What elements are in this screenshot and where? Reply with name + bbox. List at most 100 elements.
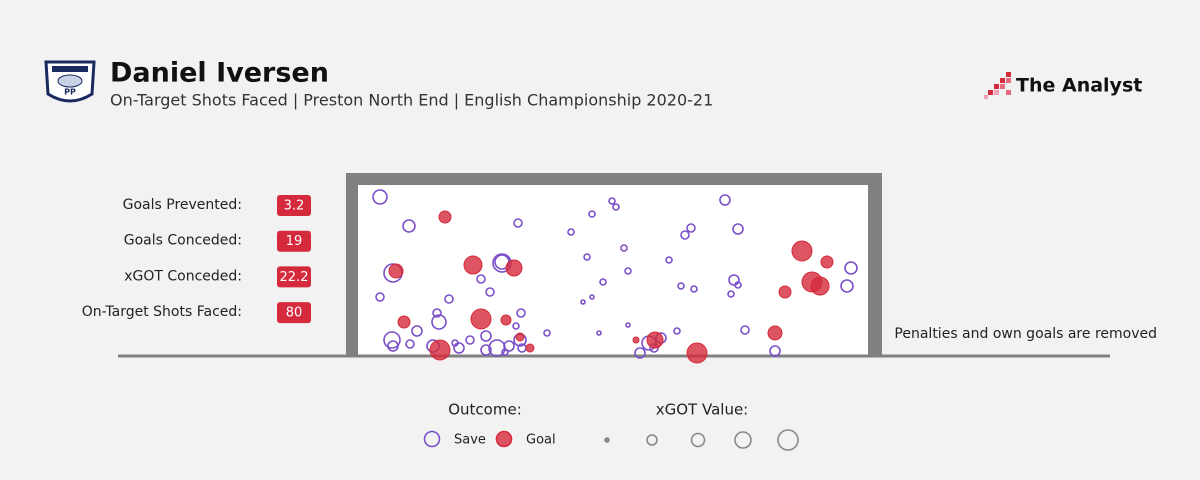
save-shot: [405, 339, 415, 349]
save-shot: [686, 223, 696, 233]
legend-title: Outcome:: [448, 401, 522, 419]
legend: Save Goal: [423, 429, 799, 451]
save-shot: [596, 330, 602, 336]
save-shot: [680, 230, 690, 240]
legend-marker: [423, 430, 441, 448]
title: Daniel Iversen: [110, 58, 329, 89]
goal-shot: [686, 342, 708, 364]
save-shot: [624, 267, 632, 275]
save-shot: [465, 335, 475, 345]
goal-shot: [429, 339, 451, 361]
stats-panel: Goals Prevented: 3.2 Goals Conceded: 19 xGOT…: [82, 195, 311, 324]
save-shot: [588, 210, 596, 218]
brand-logo: [984, 72, 1011, 99]
save-shot: [501, 348, 509, 356]
save-shot: [516, 308, 526, 318]
save-shot: [732, 223, 744, 235]
save-shot: [625, 322, 631, 328]
save-shot: [599, 278, 607, 286]
goal-shot: [515, 332, 525, 342]
save-shot: [480, 330, 492, 342]
save-shot: [844, 261, 858, 275]
stat-box: [277, 302, 311, 324]
save-shot: [634, 347, 646, 359]
shots: [372, 189, 858, 364]
save-shot: [567, 228, 575, 236]
club-badge: PP: [44, 60, 96, 103]
goal-shot: [778, 285, 792, 299]
save-shot: [476, 274, 486, 284]
legend-marker: [495, 430, 513, 448]
save-shot: [431, 314, 447, 330]
save-shot: [432, 308, 442, 318]
size-legend-marker: [734, 431, 752, 449]
legend-label: Goal: [526, 433, 556, 448]
save-shot: [840, 279, 854, 293]
stat-label: Goals Conceded:: [124, 233, 242, 249]
save-shot: [719, 194, 731, 206]
goal-shot: [500, 314, 512, 326]
goal-shot: [632, 336, 640, 344]
save-shot: [769, 345, 781, 357]
save-shot: [690, 285, 698, 293]
save-shot: [453, 342, 465, 354]
save-shot: [728, 274, 740, 286]
goal-shot: [791, 240, 813, 262]
size-legend-title: xGOT Value:: [656, 401, 748, 419]
goal-shot: [438, 210, 452, 224]
save-shot: [402, 219, 416, 233]
size-legend-marker: [604, 437, 610, 443]
goal-shot: [810, 276, 830, 296]
save-shot: [503, 340, 515, 352]
goal-shot: [397, 315, 411, 329]
stat-box: [277, 266, 311, 288]
save-shot: [543, 329, 551, 337]
save-shot: [485, 287, 495, 297]
save-shot: [740, 325, 750, 335]
save-shot: [608, 197, 616, 205]
save-shot: [612, 203, 620, 211]
save-shot: [583, 253, 591, 261]
stat-label: xGOT Conceded:: [124, 268, 242, 284]
save-shot: [727, 290, 735, 298]
stat-box: [277, 195, 311, 216]
stat-value: 22.2: [280, 270, 309, 285]
save-shot: [375, 292, 385, 302]
legend-label: Save: [454, 433, 486, 448]
goal-shot: [646, 331, 664, 349]
stat-value: 80: [286, 306, 303, 321]
size-legend-marker: [690, 432, 706, 448]
save-shot: [451, 339, 459, 347]
save-shot: [734, 281, 742, 289]
stat-box: [277, 230, 311, 252]
save-shot: [512, 322, 520, 330]
size-legend-marker: [777, 429, 799, 451]
save-shot: [372, 189, 388, 205]
save-shot: [665, 256, 673, 264]
goal-shot: [525, 343, 535, 353]
save-shot: [513, 218, 523, 228]
save-shot: [480, 344, 492, 356]
save-shot: [580, 299, 586, 305]
goal-shot: [820, 255, 834, 269]
note: Penalties and own goals are removed: [894, 326, 1157, 342]
badge-text: PP: [64, 88, 76, 97]
goal-shot: [470, 308, 492, 330]
save-shot: [411, 325, 423, 337]
goal-shot: [388, 263, 404, 279]
save-shot: [589, 294, 595, 300]
save-shot: [444, 294, 454, 304]
save-shot: [387, 340, 399, 352]
goal-shot: [505, 259, 523, 277]
save-shot: [383, 331, 401, 349]
subtitle: On-Target Shots Faced | Preston North En…: [110, 91, 713, 110]
goal-shot: [767, 325, 783, 341]
stat-label: On-Target Shots Faced:: [82, 304, 242, 320]
brand: The Analyst: [1016, 75, 1142, 97]
goal-shot: [463, 255, 483, 275]
stat-label: Goals Prevented:: [123, 197, 242, 213]
stat-value: 19: [286, 234, 303, 249]
size-legend-marker: [646, 434, 658, 446]
save-shot: [620, 244, 628, 252]
